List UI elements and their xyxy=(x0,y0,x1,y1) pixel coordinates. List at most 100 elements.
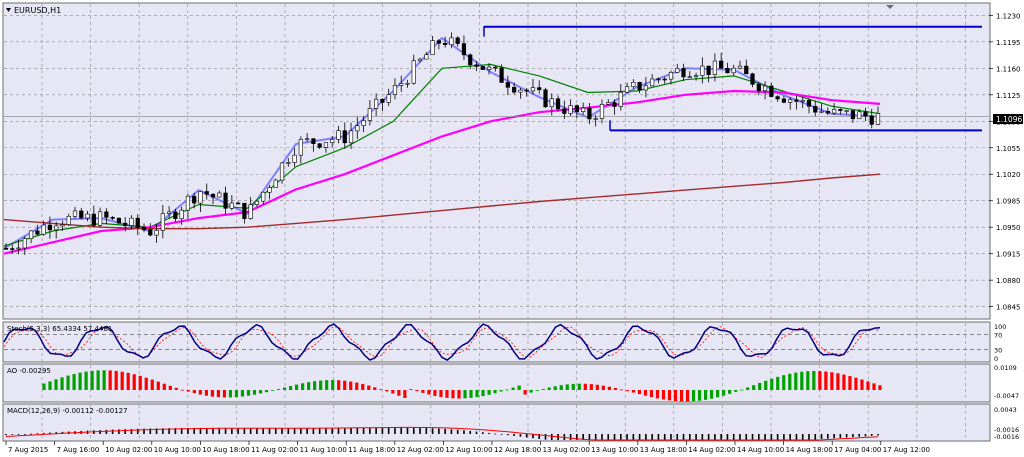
time-axis-label: 12 Aug 10:00 xyxy=(445,446,492,454)
candle-body xyxy=(813,105,818,113)
candle-body xyxy=(650,78,655,87)
ao-bar xyxy=(517,385,521,390)
ao-bar xyxy=(210,390,215,397)
candle-body xyxy=(838,109,843,111)
macd-pane[interactable] xyxy=(2,403,991,442)
candle-body xyxy=(593,118,598,120)
ao-bar xyxy=(800,371,804,390)
candle-body xyxy=(192,195,197,204)
candle-body xyxy=(581,107,586,112)
price-tick-label: 1.1055 xyxy=(996,145,1021,153)
candle-body xyxy=(555,98,561,110)
stoch-tick-label: 30 xyxy=(994,347,1002,355)
ao-bar xyxy=(649,390,654,398)
ao-bar xyxy=(114,370,118,390)
ao-bar xyxy=(391,390,395,394)
chart-shift-marker-icon[interactable] xyxy=(886,5,894,9)
ao-bar xyxy=(734,390,738,392)
ao-bar xyxy=(541,389,545,390)
ao-bar xyxy=(637,390,642,395)
candle-body xyxy=(411,60,416,84)
ao-bar xyxy=(150,379,154,390)
candle-body xyxy=(825,110,830,114)
ao-bar xyxy=(535,390,539,391)
candle-body xyxy=(374,98,379,109)
ao-bar xyxy=(691,390,696,402)
price-tick-label: 1.1230 xyxy=(996,12,1021,20)
chart-grid xyxy=(4,4,989,440)
candle-body xyxy=(66,216,71,225)
time-axis-label: 10 Aug 10:00 xyxy=(154,446,201,454)
time-axis-label: 13 Aug 02:00 xyxy=(543,446,590,454)
ao-bar xyxy=(325,380,329,390)
candle-body xyxy=(449,37,454,46)
ao-bar xyxy=(679,390,684,402)
time-axis-label: 11 Aug 10:00 xyxy=(300,446,347,454)
candle-body xyxy=(863,111,868,117)
candle-body xyxy=(342,130,347,144)
ao-bar xyxy=(162,383,166,390)
ao-bar xyxy=(216,390,221,398)
ao-bar xyxy=(385,390,389,392)
time-axis-label: 11 Aug 18:00 xyxy=(348,446,395,454)
ao-bar xyxy=(379,389,383,391)
candle-body xyxy=(537,87,542,91)
ao-bar xyxy=(403,390,407,398)
ao-bar xyxy=(511,387,515,390)
candle-body xyxy=(775,96,780,100)
candle-body xyxy=(869,115,874,125)
ao-bar xyxy=(409,389,413,390)
candle-body xyxy=(254,200,260,205)
stochastic-pane[interactable] xyxy=(2,321,991,363)
candle-body xyxy=(273,179,278,188)
time-axis-label: 13 Aug 10:00 xyxy=(591,446,638,454)
candle-body xyxy=(819,110,824,113)
candle-body xyxy=(141,227,147,231)
candle-body xyxy=(430,40,435,56)
ao-bar xyxy=(830,372,834,390)
ao-bar xyxy=(553,386,557,390)
ao-bar xyxy=(764,380,768,390)
candle-body xyxy=(185,195,191,211)
chart-menu-arrow-icon[interactable] xyxy=(6,8,11,12)
candle-body xyxy=(330,139,335,143)
ao-bar xyxy=(619,389,623,391)
ao-bar xyxy=(601,385,605,390)
candle-body xyxy=(675,68,680,73)
candle-body xyxy=(687,76,692,79)
ao-bar xyxy=(156,381,160,390)
current-price-box xyxy=(993,114,1023,124)
ao-bar xyxy=(66,375,70,390)
ao-bar xyxy=(132,374,136,390)
ao-bar xyxy=(174,387,178,390)
candle-body xyxy=(549,98,554,108)
candle-body xyxy=(167,211,172,214)
ao-bar xyxy=(842,374,846,390)
time-axis-label: 13 Aug 18:00 xyxy=(640,446,687,454)
ao-bar xyxy=(577,383,581,390)
candle-body xyxy=(543,89,548,108)
candle-body xyxy=(135,217,140,228)
candle-body xyxy=(606,102,611,105)
macd-signal-line xyxy=(5,426,879,441)
ao-bar xyxy=(529,390,533,393)
candle-body xyxy=(756,84,761,91)
ao-bar xyxy=(301,383,305,390)
candle-body xyxy=(737,65,743,69)
candle-body xyxy=(706,65,711,75)
candle-body xyxy=(361,120,366,126)
candle-body xyxy=(436,40,441,44)
ao-bar xyxy=(90,370,94,390)
main-price-pane[interactable] xyxy=(2,2,991,320)
time-axis-label: 10 Aug 18:00 xyxy=(202,446,249,454)
ao-bar xyxy=(367,385,371,390)
macd-histogram xyxy=(5,426,879,441)
ao-bar xyxy=(595,384,599,390)
candle-body xyxy=(468,54,473,66)
ao-bar xyxy=(475,390,479,398)
ao-bar xyxy=(313,381,317,390)
macd-label: MACD(12,26,9) -0.00112 -0.00127 xyxy=(7,407,128,415)
ao-bar xyxy=(854,377,858,390)
price-tick-label: 1.1125 xyxy=(996,92,1021,100)
